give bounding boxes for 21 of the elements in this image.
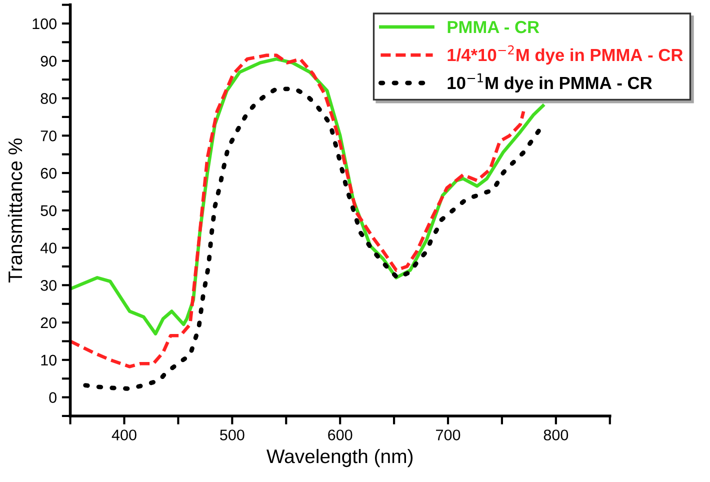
- y-tick-label: 40: [40, 242, 56, 254]
- y-tick-label: 60: [40, 168, 56, 179]
- y-axis-title: Transmittance %: [8, 138, 22, 283]
- y-tick-label: 80: [40, 93, 56, 104]
- y-tick-label: 100: [32, 18, 56, 30]
- legend-label: 1/4*10$^{−2}$M dye in PMMA - CR: [448, 45, 683, 65]
- y-tick-label: 20: [40, 317, 56, 328]
- x-axis-title: Wavelength (nm): [266, 448, 413, 468]
- legend-label: PMMA - CR: [448, 20, 540, 34]
- x-tick-label: 500: [220, 430, 244, 440]
- x-tick-label: 800: [544, 430, 568, 440]
- y-tick-label: 70: [40, 130, 56, 142]
- legend-label: 10$^{−1}$M dye in PMMA - CR: [448, 73, 652, 93]
- x-tick-label: 600: [328, 430, 352, 440]
- y-tick-label: 30: [40, 280, 56, 291]
- y-tick-label: 50: [40, 205, 56, 216]
- y-tick-label: 0: [49, 392, 56, 403]
- x-tick-label: 400: [112, 430, 136, 440]
- y-tick-label: 90: [40, 56, 56, 67]
- x-tick-label: 700: [436, 430, 460, 440]
- y-tick-label: 10: [41, 354, 56, 366]
